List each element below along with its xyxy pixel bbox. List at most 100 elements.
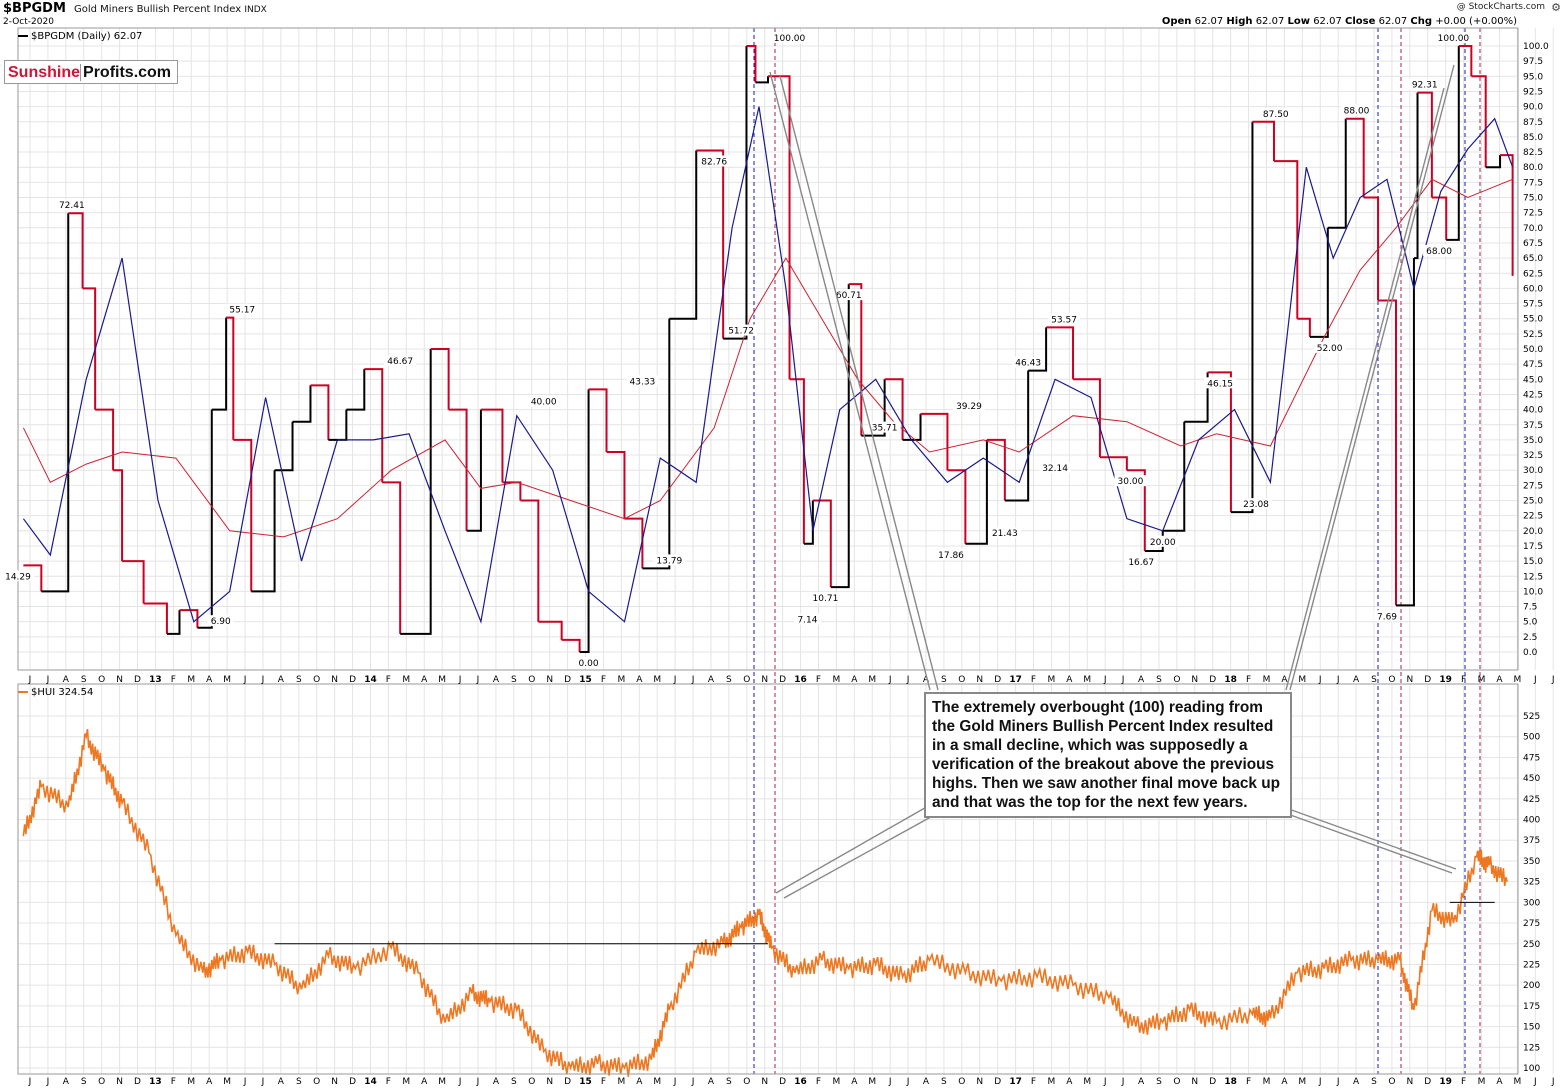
value-label: 0.00	[579, 659, 599, 669]
top-x-tick-label: M	[1298, 675, 1306, 685]
top-y-tick-label: 70.0	[1523, 224, 1543, 234]
bottom-x-tick-label: S	[81, 1077, 87, 1087]
bpgdm-step-segment	[1395, 258, 1415, 607]
bottom-x-tick-label: A	[421, 1077, 428, 1087]
value-annotations: 72.41 55.17 6.90 46.67 40.00 43.33 0.00 13.79 82…	[2, 32, 1473, 669]
event-vertical-lines	[753, 28, 1481, 1074]
value-label-bg	[1340, 104, 1373, 116]
top-y-tick-label: 7.5	[1523, 603, 1537, 613]
top-x-tick-label: D	[1424, 675, 1431, 685]
bottom-y-tick-label: 250	[1523, 940, 1540, 950]
bottom-y-tick-label: 175	[1523, 1002, 1540, 1012]
value-label: 55.17	[229, 306, 255, 316]
bottom-x-tick-label: O	[743, 1077, 750, 1087]
bottom-panel-frame	[17, 683, 1519, 1075]
top-x-tick-label: F	[816, 675, 821, 685]
value-label-bg	[1259, 107, 1292, 119]
value-label-bg	[1146, 535, 1179, 547]
bpgdm-step-segment	[1184, 372, 1209, 423]
value-label-bg	[1408, 78, 1441, 90]
bottom-x-tick-label: S	[511, 1077, 517, 1087]
top-x-tick-label: A	[278, 675, 285, 685]
value-label: 82.76	[701, 157, 727, 167]
bottom-y-tick-label: 150	[1523, 1023, 1540, 1033]
value-label: 40.00	[531, 398, 557, 408]
value-label: 43.33	[630, 377, 656, 387]
bpgdm-step-segment	[179, 609, 199, 628]
bottom-x-tick-label: J	[1551, 1077, 1555, 1087]
hui-series-group	[22, 728, 1508, 1077]
bottom-y-tick-label: 125	[1523, 1043, 1540, 1053]
blue-moving-average-line	[22, 106, 1514, 624]
top-x-tick-label: 14	[364, 675, 377, 685]
bottom-x-tick-label: O	[528, 1077, 535, 1087]
bpgdm-step-segment	[1252, 120, 1275, 162]
top-x-tick-label: D	[134, 675, 141, 685]
settings-icon[interactable]: ⚙	[1551, 1, 1561, 14]
top-x-tick-label: F	[171, 675, 176, 685]
bottom-x-tick-label: D	[564, 1077, 571, 1087]
top-x-tick-label: J	[1121, 675, 1125, 685]
value-label: 10.71	[813, 594, 839, 604]
top-x-tick-label: 16	[794, 675, 807, 685]
bpgdm-step-segment	[947, 469, 967, 544]
grid-lines	[18, 28, 1554, 1074]
top-x-tick-label: A	[636, 675, 643, 685]
bpgdm-step-segment	[1073, 378, 1101, 458]
bpgdm-step-segment	[1297, 317, 1311, 337]
top-y-tick-label: 32.5	[1523, 451, 1543, 461]
bottom-x-tick-label: J	[28, 1077, 32, 1087]
bottom-x-tick-label: M	[402, 1077, 410, 1087]
bottom-x-tick-label: O	[98, 1077, 105, 1087]
top-y-tick-label: 25.0	[1523, 497, 1543, 507]
chart-date: 2-Oct-2020	[3, 17, 54, 27]
bottom-y-tick-label: 500	[1523, 733, 1540, 743]
top-x-tick-label: M	[868, 675, 876, 685]
top-x-tick-label: O	[1388, 675, 1395, 685]
value-label: 88.00	[1344, 107, 1370, 117]
bottom-x-tick-label: N	[1406, 1077, 1413, 1087]
top-x-tick-label: 13	[149, 675, 162, 685]
bottom-x-tick-label: M	[1083, 1077, 1091, 1087]
top-x-tick-label: O	[528, 675, 535, 685]
bottom-x-tick-label: M	[1263, 1077, 1271, 1087]
top-x-tick-label: N	[976, 675, 983, 685]
bottom-y-tick-label: 200	[1523, 981, 1540, 991]
top-x-tick-label: N	[546, 675, 553, 685]
value-label-bg	[1204, 377, 1237, 389]
top-x-tick-label: J	[906, 675, 910, 685]
bottom-x-tick-label: A	[708, 1077, 715, 1087]
value-label-bg	[653, 554, 686, 566]
bpgdm-step-segment	[1230, 121, 1254, 514]
bpgdm-step-segment	[812, 499, 832, 588]
value-label-bg	[952, 399, 985, 411]
bottom-y-tick-label: 100	[1523, 1064, 1540, 1074]
top-y-tick-label: 45.0	[1523, 375, 1543, 385]
bpgdm-step-segment	[143, 602, 168, 634]
value-label: 23.08	[1243, 500, 1269, 510]
bottom-y-tick-label: 525	[1523, 712, 1540, 722]
value-label: 46.43	[1015, 359, 1041, 369]
top-x-tick-label: M	[402, 675, 410, 685]
top-x-tick-label: A	[1496, 675, 1503, 685]
value-label: 68.00	[1426, 247, 1452, 257]
bottom-x-tick-label: F	[601, 1077, 606, 1087]
bpgdm-step-segment	[884, 378, 904, 440]
top-x-tick-label: F	[1246, 675, 1251, 685]
top-y-tick-label: 77.5	[1523, 178, 1543, 188]
top-x-tick-label: J	[458, 675, 462, 685]
bpgdm-step-segment	[1207, 371, 1232, 513]
bpgdm-step-segment	[606, 451, 626, 519]
top-x-tick-label: O	[1173, 675, 1180, 685]
bottom-x-tick-label: F	[1461, 1077, 1466, 1087]
bottom-x-tick-label: J	[261, 1077, 265, 1087]
bottom-x-tick-label: F	[1031, 1077, 1036, 1087]
value-label: 39.29	[956, 402, 982, 412]
bottom-x-tick-label: A	[636, 1077, 643, 1087]
bpgdm-step-segment	[624, 517, 644, 569]
bpgdm-step-segment	[1126, 469, 1146, 551]
bottom-x-tick-label: F	[1246, 1077, 1251, 1087]
bpgdm-step-segment	[579, 389, 590, 653]
top-x-tick-label: 19	[1439, 675, 1452, 685]
bottom-y-tick-label: 350	[1523, 857, 1540, 867]
